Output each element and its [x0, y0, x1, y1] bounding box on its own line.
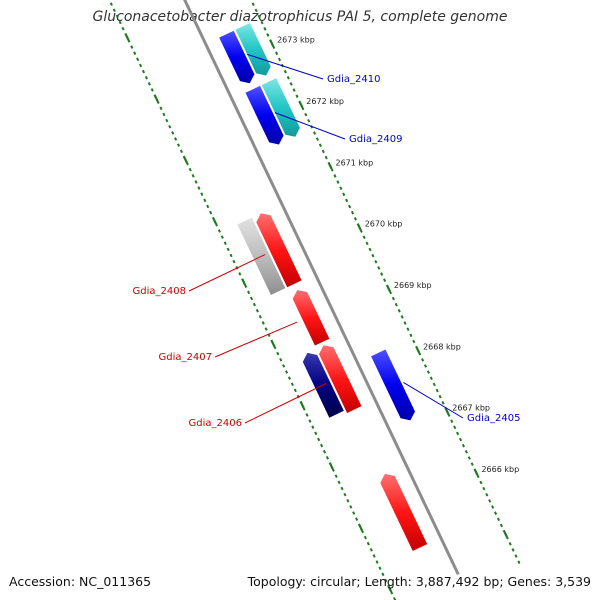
gene-label: Gdia_2405: [467, 413, 520, 424]
label-leader-line: [274, 112, 346, 140]
gene-label: Gdia_2408: [133, 286, 186, 297]
label-leader-line: [214, 321, 298, 358]
gene-label: Gdia_2407: [159, 352, 212, 363]
label-leader-line: [244, 382, 327, 424]
tick-label: 2669 kbp: [394, 281, 432, 290]
gene-label: Gdia_2409: [349, 134, 402, 145]
tick-label: 2667 kbp: [452, 404, 490, 413]
label-leader-line: [188, 254, 266, 292]
topology-label: Topology: circular; Length: 3,887,492 bp…: [247, 574, 591, 589]
gene-label: Gdia_2406: [189, 418, 242, 429]
tick-label: 2672 kbp: [306, 97, 344, 106]
gene-gdia-2407[interactable]: [292, 290, 330, 346]
label-leader-line: [247, 53, 324, 80]
gene-feature[interactable]: [380, 473, 428, 551]
gene-feature[interactable]: [235, 23, 271, 76]
tick-label: 2668 kbp: [423, 342, 461, 351]
inner-ring: [109, 2, 397, 600]
gene-gdia-2410[interactable]: [219, 30, 255, 84]
label-leader-line: [403, 381, 464, 419]
accession-label: Accession: NC_011365: [9, 574, 152, 589]
tick-label: 2671 kbp: [335, 158, 373, 167]
tick-label: 2670 kbp: [365, 220, 403, 229]
gene-feature[interactable]: [261, 78, 300, 137]
gene-gdia-2409[interactable]: [245, 85, 284, 145]
gene-gdia-2405[interactable]: [371, 349, 415, 421]
tick-label: 2666 kbp: [481, 465, 519, 474]
gene-gdia-2406[interactable]: [319, 345, 362, 413]
gene-label: Gdia_2410: [327, 74, 380, 85]
gene-gdia-2408[interactable]: [256, 213, 302, 288]
genome-backbone: [183, 0, 460, 576]
tick-label: 2673 kbp: [277, 36, 315, 45]
